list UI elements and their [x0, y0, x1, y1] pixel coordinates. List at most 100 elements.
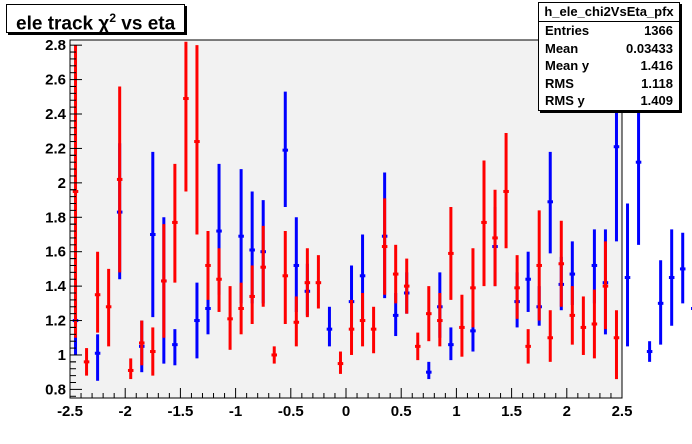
stats-row-rms: RMS 1.118 — [539, 75, 679, 93]
y-tick-label: 0.8 — [45, 381, 66, 398]
red-point — [613, 310, 620, 380]
x-tick-label: -2 — [119, 403, 132, 420]
stats-name: h_ele_chi2VsEta_pfx — [539, 3, 679, 22]
y-tick-label: 2.2 — [45, 140, 66, 157]
red-point — [415, 332, 421, 361]
red-point — [94, 251, 101, 333]
red-point — [161, 224, 167, 338]
red-point — [150, 327, 156, 376]
blue-point — [426, 361, 432, 380]
red-point — [426, 286, 432, 342]
y-tick-label: 2 — [58, 175, 66, 192]
red-point — [392, 244, 399, 304]
stats-box: h_ele_chi2VsEta_pfx Entries 1366 Mean 0.… — [538, 2, 680, 111]
y-tick-label: 1.4 — [45, 278, 67, 295]
stats-label: Mean — [545, 40, 579, 56]
red-point — [492, 189, 498, 287]
red-point — [602, 241, 609, 330]
stats-row-entries: Entries 1366 — [539, 22, 679, 40]
red-point — [271, 346, 277, 364]
red-point — [139, 320, 145, 366]
blue-point — [172, 329, 178, 366]
x-tick-label: -1 — [229, 403, 242, 420]
red-point — [381, 198, 388, 295]
stats-row-rms-y: RMS y 1.409 — [539, 92, 679, 110]
red-point — [83, 348, 90, 376]
red-point — [503, 132, 509, 249]
red-point — [127, 358, 134, 380]
red-point — [359, 293, 366, 347]
stats-label: Entries — [545, 23, 590, 38]
red-point — [459, 294, 465, 357]
stats-label: Mean y — [545, 58, 590, 73]
blue-point — [657, 260, 664, 345]
red-point — [569, 286, 576, 345]
y-tick-label: 2.4 — [45, 106, 67, 123]
y-tick-label: 2.8 — [45, 37, 66, 54]
blue-point — [150, 151, 156, 318]
blue-point — [326, 306, 333, 347]
blue-point — [282, 91, 289, 207]
red-point — [580, 296, 587, 355]
red-point — [105, 268, 112, 347]
blue-point — [679, 232, 686, 304]
title-rest: vs eta — [116, 13, 176, 35]
red-point — [591, 289, 598, 359]
stats-value: 1.409 — [640, 93, 673, 108]
stats-label: RMS y — [545, 93, 585, 108]
stats-value: 0.03433 — [626, 40, 673, 56]
y-tick-label: 2.6 — [45, 72, 66, 89]
stats-value: 1.416 — [640, 58, 673, 73]
red-point — [370, 306, 377, 354]
stats-row-mean: Mean 0.03433 — [539, 40, 679, 58]
red-point — [249, 265, 255, 324]
x-tick-label: 1.5 — [501, 403, 522, 420]
blue-point — [624, 203, 631, 347]
title-superscript: 2 — [109, 11, 117, 25]
red-point — [315, 255, 322, 309]
red-point — [216, 248, 222, 312]
y-tick-label: 1 — [58, 347, 66, 364]
series-red — [72, 41, 620, 380]
red-point — [238, 282, 244, 335]
title-main: ele track χ — [16, 13, 110, 35]
plot-frame — [70, 40, 622, 398]
blue-point — [547, 151, 553, 254]
x-tick-label: 0.5 — [391, 403, 412, 420]
red-point — [116, 86, 123, 273]
red-point — [348, 299, 355, 355]
chart-title: ele track χ2 vs eta — [6, 4, 186, 35]
red-point — [72, 45, 79, 338]
blue-point — [525, 251, 531, 312]
red-point — [403, 258, 410, 314]
blue-point — [238, 169, 244, 304]
axes: -2.5 -2 -1.5 -1 -0.5 0 0.5 1 1.5 2 2.5 0.8 1 1.2 1.4 1.… — [45, 37, 632, 420]
red-point — [437, 293, 443, 347]
blue-point — [293, 217, 300, 312]
red-point — [304, 248, 311, 318]
blue-point — [194, 282, 200, 359]
x-tick-label: 2.5 — [612, 403, 633, 420]
red-point — [205, 231, 211, 300]
red-point — [227, 286, 233, 350]
red-point — [558, 220, 565, 307]
red-point — [547, 310, 553, 362]
red-point — [470, 248, 476, 328]
red-point — [282, 231, 289, 324]
red-point — [525, 329, 531, 364]
stats-row-mean-y: Mean y 1.416 — [539, 57, 679, 75]
blue-point — [668, 229, 675, 326]
x-tick-label: 2 — [563, 403, 571, 420]
red-point — [481, 160, 487, 287]
x-tick-label: -0.5 — [278, 403, 304, 420]
red-point — [260, 225, 266, 307]
red-point — [448, 206, 454, 300]
x-tick-label: -2.5 — [57, 403, 83, 420]
blue-point — [448, 327, 454, 361]
blue-point — [646, 341, 653, 362]
red-point — [183, 41, 189, 192]
red-point — [337, 351, 344, 374]
red-point — [172, 163, 178, 283]
y-tick-label: 1.6 — [45, 244, 66, 261]
